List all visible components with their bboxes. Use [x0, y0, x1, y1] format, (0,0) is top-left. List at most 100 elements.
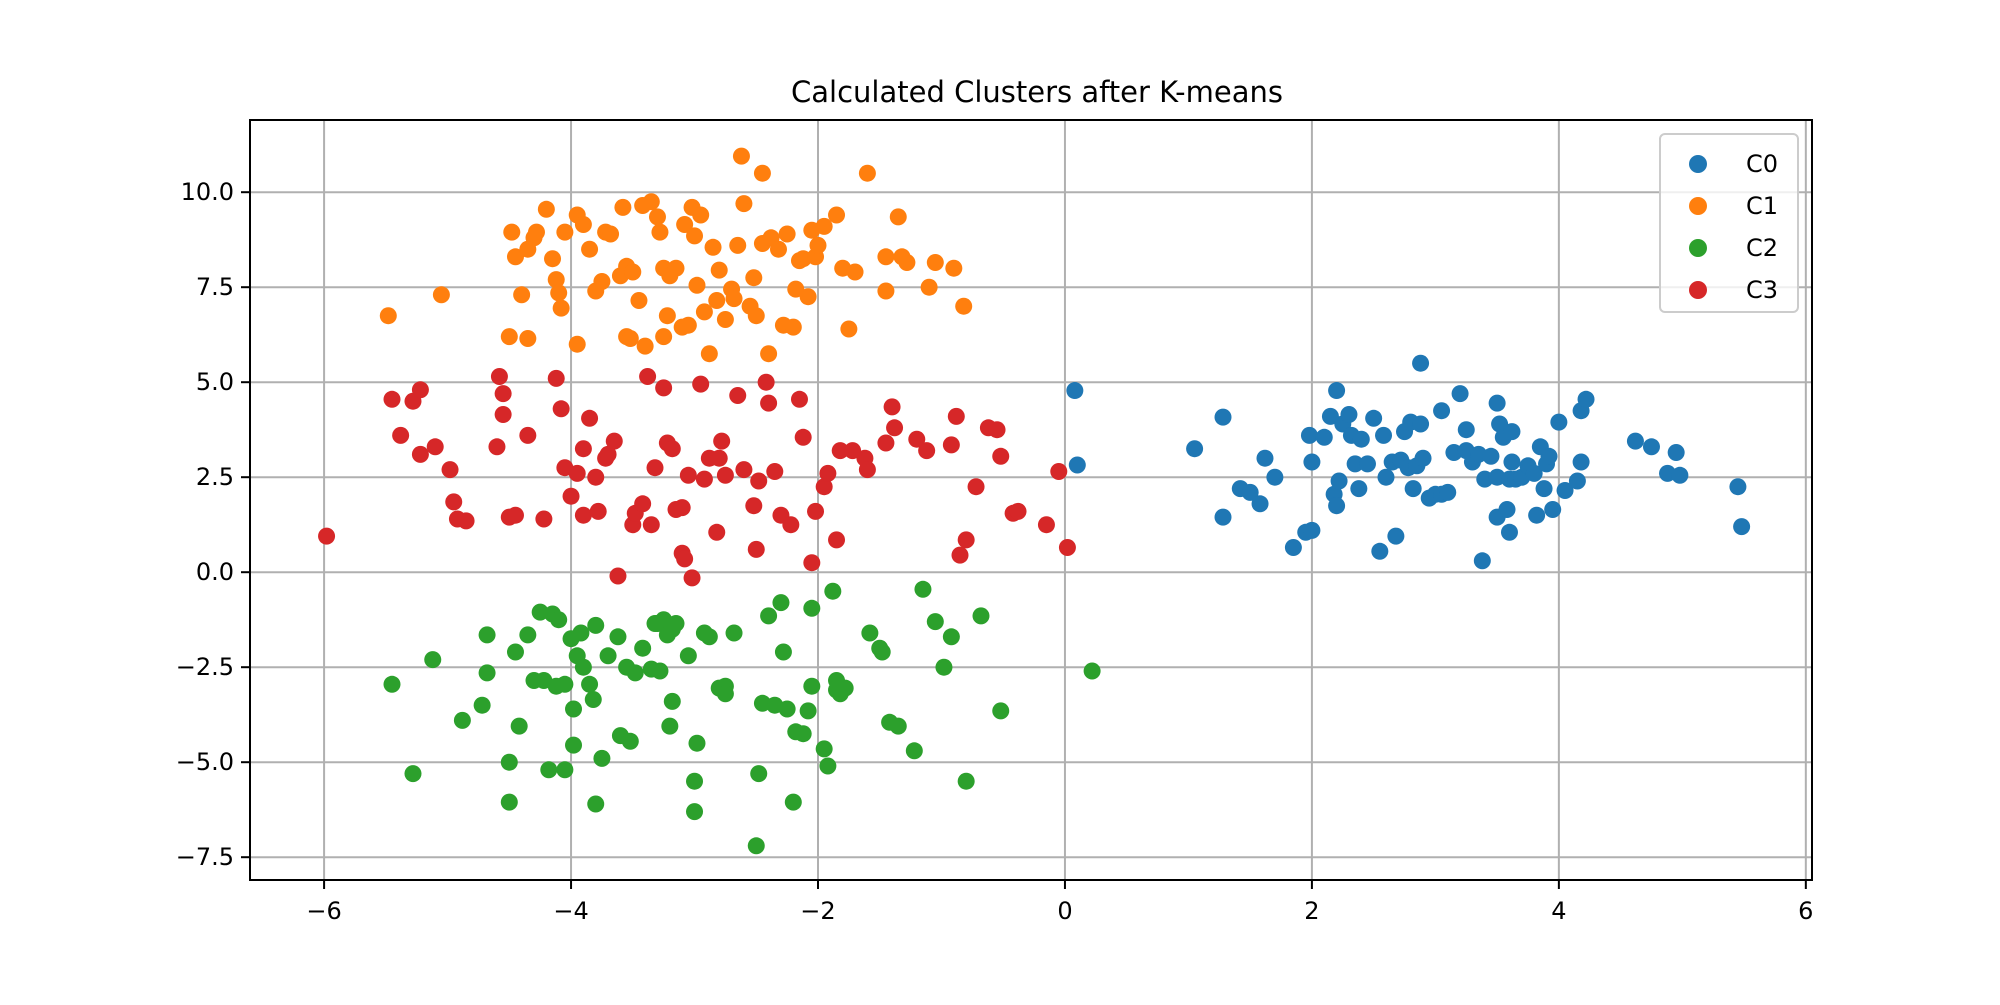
data-point: [478, 626, 496, 644]
data-point: [562, 487, 580, 505]
data-point: [1377, 468, 1395, 486]
data-point: [510, 717, 528, 735]
data-point: [787, 280, 805, 298]
data-point: [599, 647, 617, 665]
data-point: [1439, 483, 1457, 501]
x-tick-label: −4: [553, 897, 588, 925]
data-point: [1568, 472, 1586, 490]
data-point: [1375, 426, 1393, 444]
data-point: [774, 643, 792, 661]
data-point: [661, 717, 679, 735]
data-point: [819, 757, 837, 775]
data-point: [747, 837, 765, 855]
data-point: [926, 613, 944, 631]
data-point: [710, 449, 728, 467]
y-tick-label: 10.0: [181, 178, 234, 206]
data-point: [1457, 421, 1475, 439]
data-point: [1037, 516, 1055, 534]
y-tick-label: 5.0: [196, 368, 234, 396]
data-point: [500, 793, 518, 811]
data-point: [655, 328, 673, 346]
data-point: [404, 765, 422, 783]
series-C2: [383, 580, 1101, 855]
data-point: [1733, 518, 1751, 536]
data-point: [648, 208, 666, 226]
data-point: [506, 506, 524, 524]
x-axis-ticks: −6 −4 −2 0 2 4 6: [306, 880, 1813, 925]
data-point: [716, 685, 734, 703]
data-point: [1330, 472, 1348, 490]
data-point: [1346, 455, 1364, 473]
data-point: [1009, 502, 1027, 520]
data-point: [753, 164, 771, 182]
data-point: [750, 472, 768, 490]
data-point: [1414, 449, 1432, 467]
data-point: [565, 736, 583, 754]
data-point: [1540, 447, 1558, 465]
data-point: [858, 461, 876, 479]
data-point: [708, 523, 726, 541]
data-point: [1491, 415, 1509, 433]
data-point: [1473, 552, 1491, 570]
data-point: [1284, 539, 1302, 556]
data-point: [556, 675, 574, 693]
data-point: [1535, 480, 1553, 498]
data-point: [686, 227, 704, 245]
data-point: [1572, 453, 1590, 471]
y-tick-label: −7.5: [176, 843, 234, 871]
data-point: [547, 271, 565, 289]
data-point: [831, 442, 849, 460]
data-point: [957, 531, 975, 549]
data-point: [547, 369, 565, 387]
data-point: [972, 607, 990, 625]
data-point: [587, 468, 605, 486]
data-point: [500, 753, 518, 771]
data-point: [846, 263, 864, 281]
data-point: [988, 421, 1006, 439]
data-point: [626, 664, 644, 682]
data-point: [877, 248, 895, 266]
legend-marker: [1689, 239, 1707, 257]
data-point: [1350, 480, 1368, 498]
data-point: [1503, 453, 1521, 471]
data-point: [1251, 495, 1269, 513]
data-point: [574, 658, 592, 676]
data-point: [667, 615, 685, 632]
data-point: [599, 445, 617, 463]
data-point: [609, 567, 627, 585]
data-point: [587, 616, 605, 634]
series-C3: [318, 368, 1076, 587]
data-point: [769, 240, 787, 258]
data-point: [760, 345, 778, 363]
data-point: [1498, 501, 1516, 518]
data-point: [506, 248, 524, 266]
data-point: [605, 432, 623, 450]
data-point: [581, 240, 599, 258]
data-point: [602, 225, 620, 243]
data-point: [914, 580, 932, 598]
data-point: [815, 740, 833, 758]
data-point: [1482, 447, 1500, 465]
legend-marker: [1689, 155, 1707, 173]
data-point: [683, 569, 701, 587]
data-point: [1058, 539, 1076, 556]
data-point: [794, 428, 812, 446]
data-point: [457, 512, 475, 530]
data-point: [642, 516, 660, 534]
y-tick-label: −2.5: [176, 653, 234, 681]
data-point: [1671, 466, 1689, 484]
y-tick-label: 2.5: [196, 463, 234, 491]
data-point: [688, 734, 706, 752]
data-point: [1303, 521, 1321, 539]
data-point: [550, 611, 568, 629]
legend-box: [1659, 133, 1799, 313]
data-point: [1321, 407, 1339, 425]
data-point: [1358, 455, 1376, 473]
data-point: [908, 430, 926, 448]
data-point: [815, 217, 833, 235]
x-tick-label: 6: [1798, 897, 1813, 925]
legend-label: C2: [1746, 234, 1778, 262]
data-point: [1500, 523, 1518, 541]
data-point: [1328, 497, 1346, 515]
